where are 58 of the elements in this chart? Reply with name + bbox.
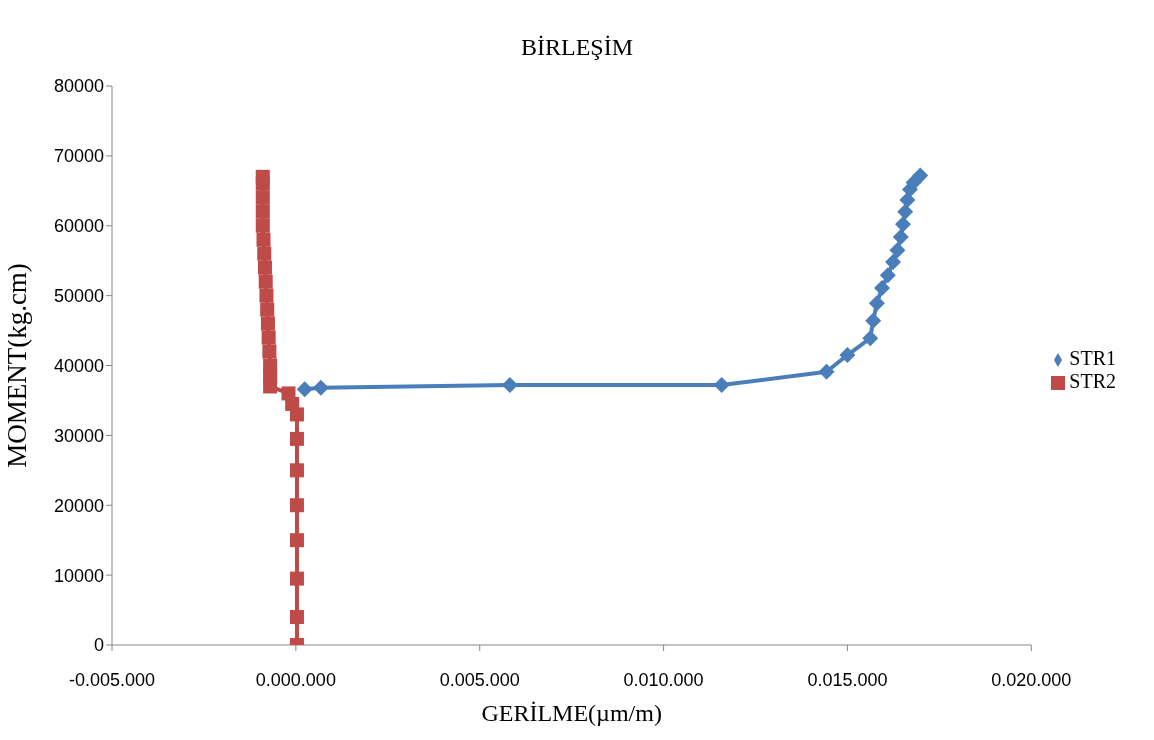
- y-tick-label: 80000: [53, 76, 104, 97]
- point: [257, 246, 272, 261]
- y-tick-label: 60000: [53, 216, 104, 237]
- point: [259, 288, 274, 303]
- x-tick-label: 0.010.000: [623, 669, 704, 690]
- y-tick-label: 50000: [53, 286, 104, 307]
- point: [839, 347, 856, 364]
- point: [289, 498, 304, 513]
- chart-title: BİRLEŞİM: [520, 34, 634, 61]
- y-tick-label: 20000: [53, 495, 104, 516]
- point: [894, 216, 911, 233]
- point: [885, 254, 902, 271]
- point: [312, 379, 329, 396]
- y-tick-label: 0: [93, 635, 104, 656]
- point: [262, 344, 277, 359]
- x-tick-label: 0.020.000: [991, 669, 1072, 690]
- point: [255, 204, 270, 219]
- point: [862, 330, 879, 347]
- point: [892, 228, 909, 245]
- point: [874, 279, 891, 296]
- point: [889, 242, 906, 259]
- x-tick-label: -0.005.000: [68, 669, 156, 690]
- point: [897, 203, 914, 220]
- point: [260, 302, 275, 317]
- point: [713, 377, 730, 394]
- point: [261, 330, 276, 345]
- x-tick-label: 0.015.000: [807, 669, 888, 690]
- point: [289, 431, 304, 446]
- point: [257, 260, 272, 275]
- point: [255, 218, 270, 233]
- point: [263, 358, 278, 373]
- x-axis-title: GERİLME(µm/m): [481, 700, 662, 726]
- y-tick-label: 10000: [53, 565, 104, 586]
- point: [289, 533, 304, 548]
- point: [865, 312, 882, 329]
- point: [899, 191, 916, 208]
- x-tick-label: 0.000.000: [255, 669, 336, 690]
- point: [879, 267, 896, 284]
- point: [501, 377, 518, 394]
- point: [260, 316, 275, 331]
- point: [868, 295, 885, 312]
- y-tick-label: 40000: [53, 355, 104, 376]
- point: [255, 169, 270, 184]
- legend-label: STR1: [1069, 347, 1116, 369]
- point: [255, 190, 270, 205]
- y-tick-label: 30000: [53, 425, 104, 446]
- x-tick-label: 0.005.000: [439, 669, 520, 690]
- point: [296, 381, 313, 398]
- legend-label: STR2: [1069, 370, 1116, 392]
- point: [256, 232, 271, 247]
- point: [289, 463, 304, 478]
- point: [289, 610, 304, 625]
- y-tick-label: 70000: [53, 146, 104, 167]
- point: [289, 571, 304, 586]
- point: [818, 363, 835, 380]
- point: [281, 386, 296, 401]
- point: [912, 167, 929, 184]
- point: [258, 274, 273, 289]
